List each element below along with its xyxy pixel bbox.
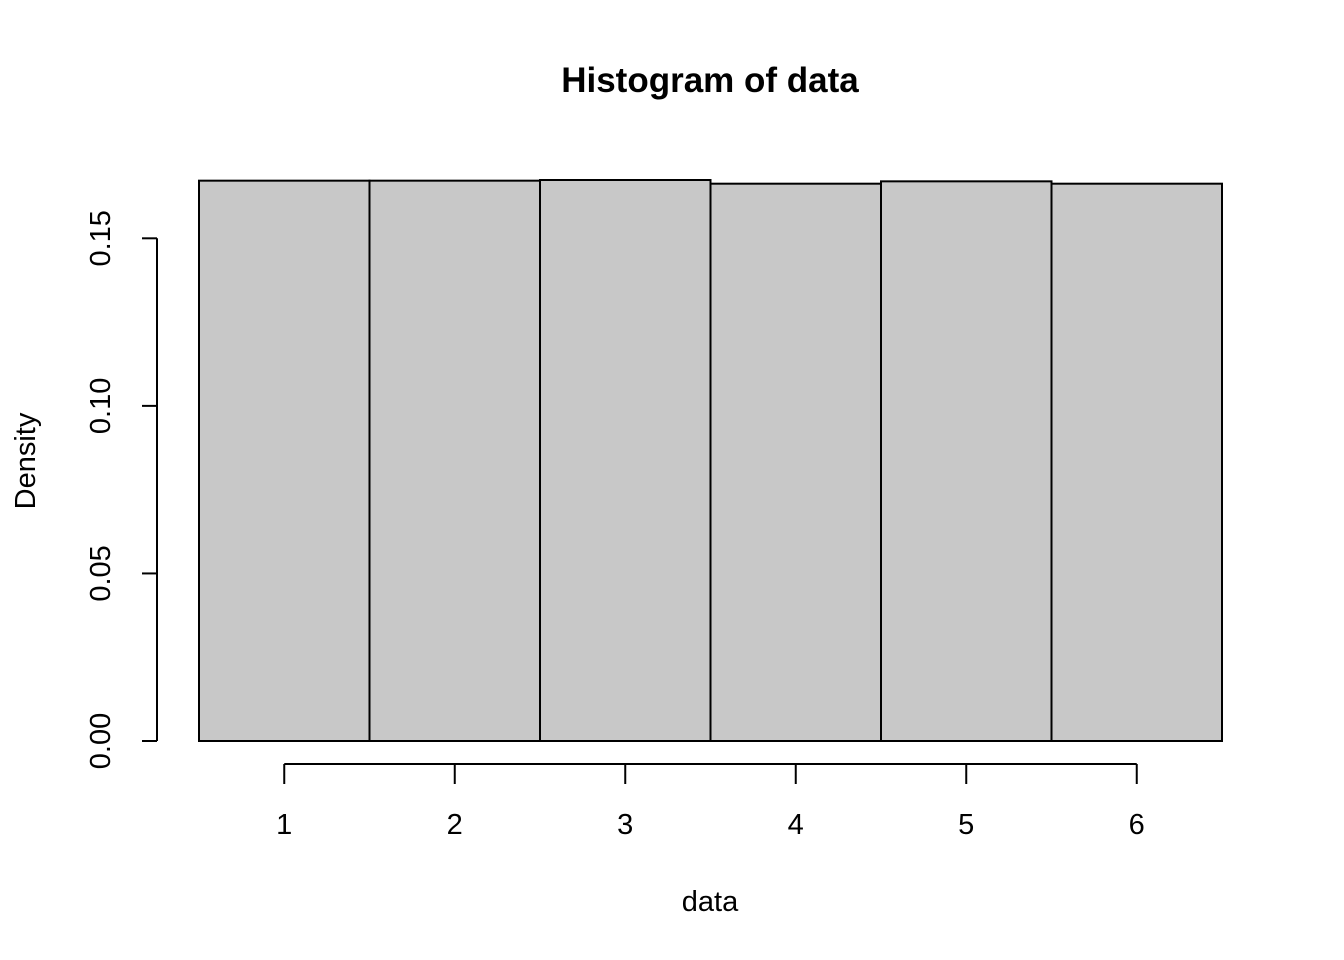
x-tick-label: 2 <box>447 809 463 841</box>
histogram-bar-6 <box>1050 182 1223 742</box>
chart-title: Histogram of data <box>561 61 859 100</box>
bars-group <box>198 179 1223 743</box>
histogram-bar-2 <box>368 179 541 743</box>
x-tick-label: 1 <box>276 809 292 841</box>
histogram-bar-4 <box>709 182 882 742</box>
y-axis: 0.00 0.05 0.10 0.15 <box>85 210 158 769</box>
histogram-bar-1 <box>198 179 371 743</box>
x-axis: 1 2 3 4 5 6 <box>276 763 1145 841</box>
y-axis-label: Density <box>10 412 42 509</box>
x-axis-label: data <box>682 886 739 918</box>
x-tick-label: 6 <box>1129 809 1145 841</box>
x-tick-label: 5 <box>958 809 974 841</box>
y-tick-label: 0.05 <box>85 545 117 601</box>
histogram-bar-5 <box>880 180 1053 742</box>
y-tick-label: 0.10 <box>85 378 117 434</box>
x-tick-label: 4 <box>788 809 804 841</box>
y-tick-label: 0.00 <box>85 713 117 769</box>
histogram-bar-3 <box>539 179 712 742</box>
y-tick-label: 0.15 <box>85 210 117 266</box>
x-tick-label: 3 <box>617 809 633 841</box>
